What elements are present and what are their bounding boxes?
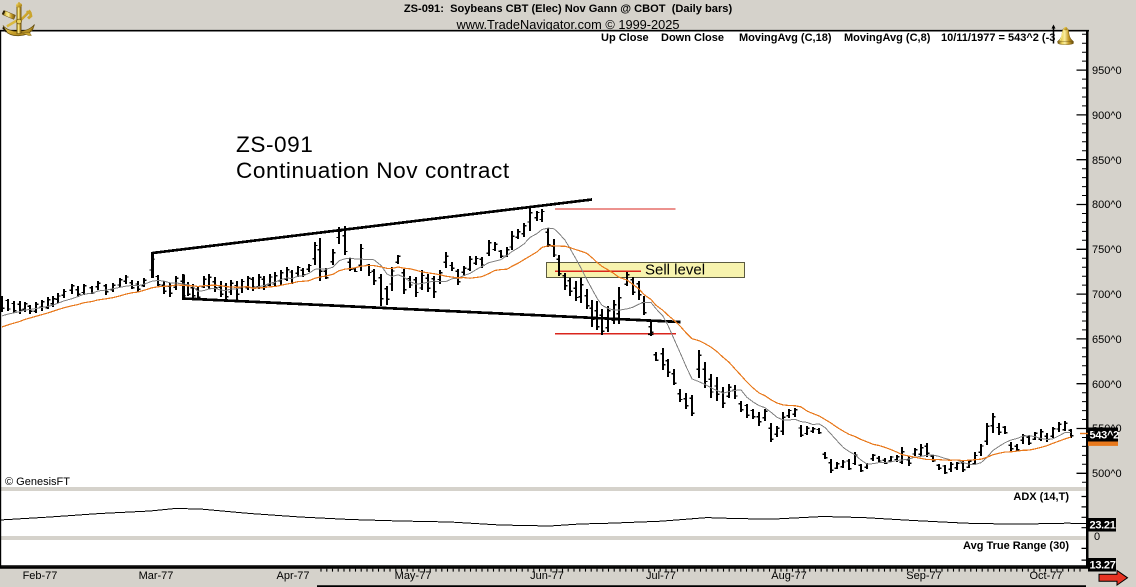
svg-text:Jun-77: Jun-77 [530,570,564,582]
svg-text:Sep-77: Sep-77 [906,570,941,582]
svg-text:800^0: 800^0 [1092,199,1122,211]
svg-text:900^0: 900^0 [1092,110,1122,122]
svg-text:Up Close: Up Close [601,32,649,44]
svg-text:Apr-77: Apr-77 [276,570,309,582]
svg-text:Continuation Nov contract: Continuation Nov contract [236,158,510,183]
svg-text:© GenesisFT: © GenesisFT [5,476,70,488]
svg-text:Jul-77: Jul-77 [646,570,676,582]
svg-text:550^0: 550^0 [1092,423,1122,435]
svg-text:Mar-77: Mar-77 [139,570,174,582]
svg-text:ADX (14,T): ADX (14,T) [1013,491,1069,503]
svg-text:700^0: 700^0 [1092,289,1122,301]
svg-text:500^0: 500^0 [1092,468,1122,480]
svg-text:600^0: 600^0 [1092,379,1122,391]
svg-text:Aug-77: Aug-77 [771,570,806,582]
svg-text:950^0: 950^0 [1092,65,1122,77]
svg-text:Feb-77: Feb-77 [23,570,58,582]
svg-text:543^2: 543^2 [1090,430,1120,442]
svg-text:10/11/1977 = 543^2 (-3: 10/11/1977 = 543^2 (-3 [941,32,1055,44]
svg-text:23.21: 23.21 [1090,520,1116,532]
svg-text:Sell level: Sell level [645,262,705,279]
svg-text:May-77: May-77 [395,570,432,582]
svg-text:MovingAvg (C,18): MovingAvg (C,18) [739,32,832,44]
svg-text:13.27: 13.27 [1090,560,1116,572]
svg-text:Oct-77: Oct-77 [1029,570,1062,582]
svg-text:850^0: 850^0 [1092,155,1122,167]
svg-text:MovingAvg (C,8): MovingAvg (C,8) [844,32,931,44]
svg-text:ZS-091: ZS-091 [236,132,313,157]
svg-text:750^0: 750^0 [1092,244,1122,256]
svg-text:Avg True Range (30): Avg True Range (30) [963,540,1069,552]
svg-text:Down Close: Down Close [661,32,724,44]
svg-text:0: 0 [1094,531,1100,543]
svg-text:650^0: 650^0 [1092,334,1122,346]
